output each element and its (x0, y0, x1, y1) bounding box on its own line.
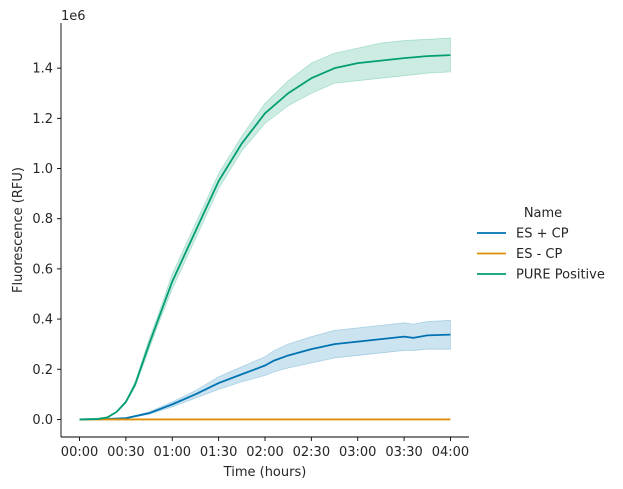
y-tick-label: 1.0 (32, 162, 53, 177)
x-tick-label: 01:30 (200, 445, 237, 460)
y-tick-label: 0.0 (32, 413, 53, 428)
x-tick-label: 02:30 (293, 445, 330, 460)
y-tick-label: 1.4 (32, 62, 53, 77)
legend: Name ES + CP ES - CP PURE Positive (477, 206, 605, 283)
series-lines (79, 54, 451, 421)
x-axis-label: Time (hours) (223, 465, 307, 480)
y-axis-label: Fluorescence (RFU) (11, 167, 26, 293)
x-tick-label: 01:00 (154, 445, 191, 460)
y-tick-label: 0.4 (32, 313, 53, 328)
legend-label-es-cp: ES + CP (516, 227, 569, 242)
x-tick-label: 02:00 (246, 445, 283, 460)
y-tick-label: 1.2 (32, 112, 53, 127)
x-tick-label: 00:00 (61, 445, 98, 460)
line-pure-positive (79, 54, 451, 421)
y-tick-label: 0.2 (32, 363, 53, 378)
band-es-cp (79, 319, 451, 420)
y-tick-label: 0.8 (32, 212, 53, 227)
legend-label-es-cp: ES - CP (516, 247, 562, 262)
confidence-bands (79, 37, 451, 420)
y-ticks: 0.0 0.2 0.4 0.6 0.8 1.0 1.2 1.4 (32, 62, 61, 428)
x-ticks: 00:00 00:30 01:00 01:30 02:00 02:30 03:00 03:30… (61, 437, 469, 460)
y-scale-label: 1e6 (61, 9, 86, 24)
x-tick-label: 03:00 (339, 445, 376, 460)
y-tick-label: 0.6 (32, 262, 53, 277)
x-tick-label: 03:30 (385, 445, 422, 460)
legend-label-pure-positive: PURE Positive (516, 268, 605, 283)
line-es-cp (79, 333, 451, 421)
x-tick-label: 04:00 (432, 445, 469, 460)
legend-title: Name (524, 206, 562, 221)
x-tick-label: 00:30 (107, 445, 144, 460)
